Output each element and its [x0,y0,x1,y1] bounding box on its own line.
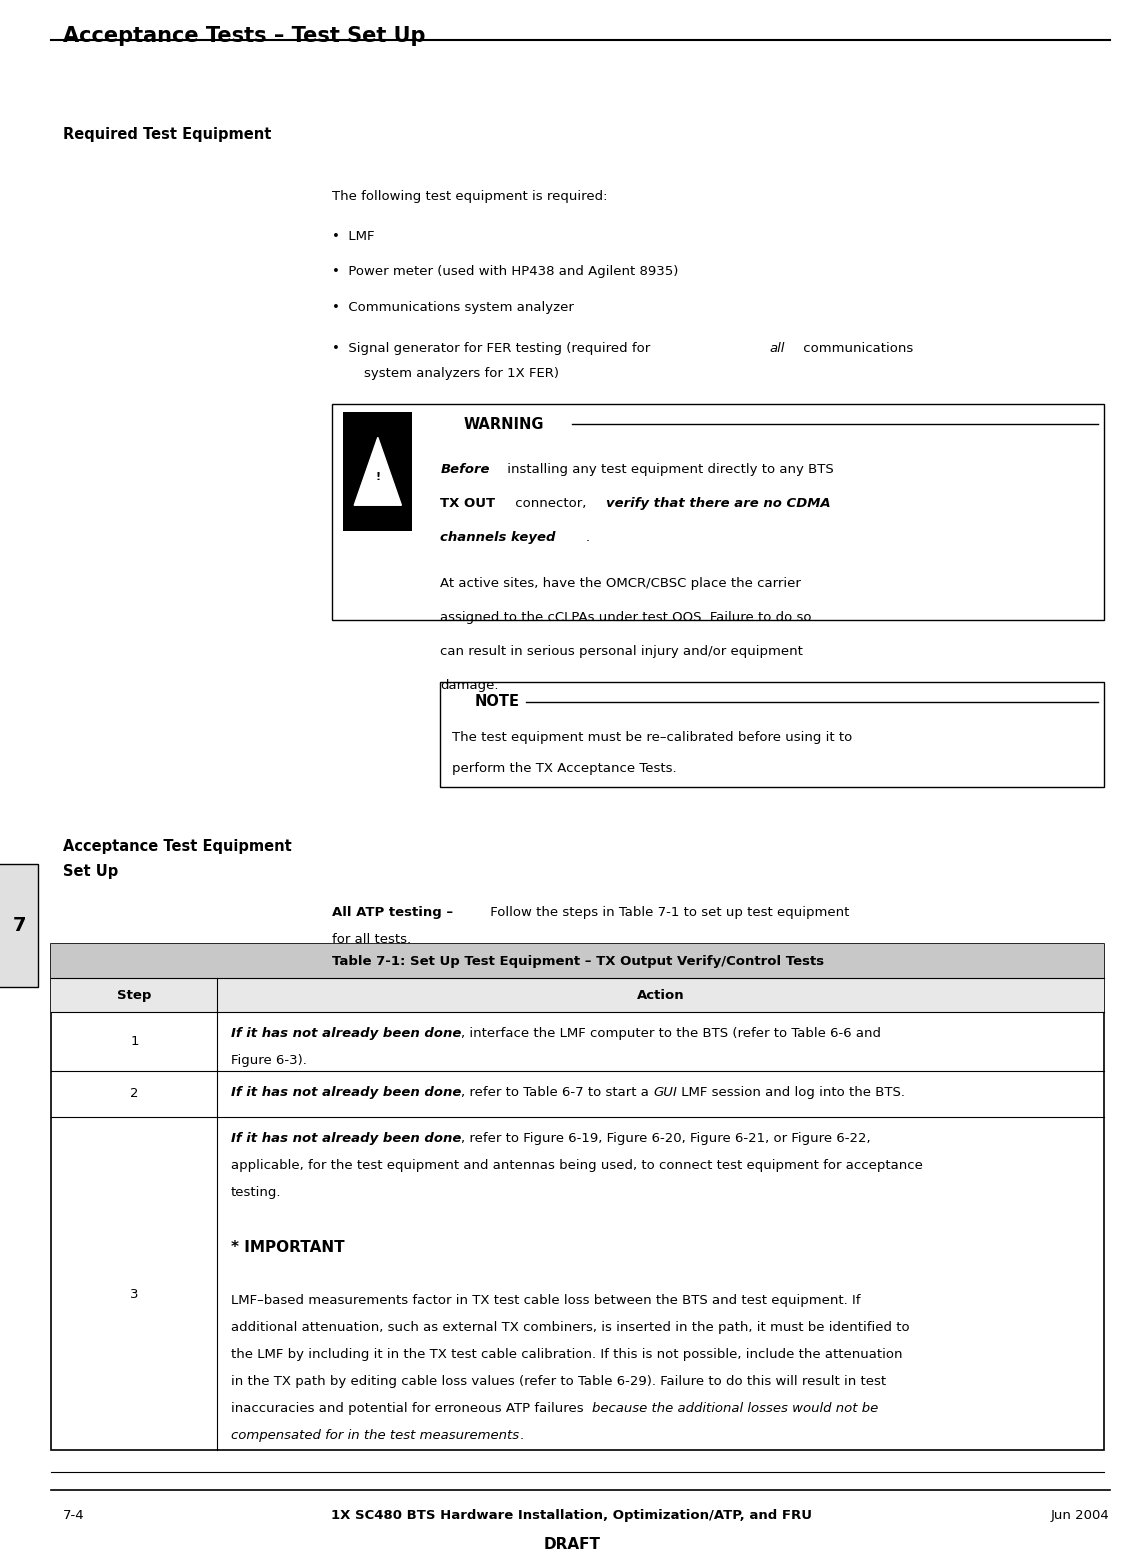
Text: * IMPORTANT: * IMPORTANT [231,1241,344,1255]
Text: Jun 2004: Jun 2004 [1051,1510,1110,1522]
FancyBboxPatch shape [51,944,1104,1451]
Text: damage.: damage. [440,679,499,691]
Text: , refer to Table 6-7 to start a: , refer to Table 6-7 to start a [461,1086,653,1100]
FancyBboxPatch shape [343,412,412,531]
Text: all: all [770,343,785,356]
Text: DRAFT: DRAFT [543,1536,601,1551]
Text: Required Test Equipment: Required Test Equipment [63,126,271,141]
Text: perform the TX Acceptance Tests.: perform the TX Acceptance Tests. [452,763,676,775]
Text: •  LMF: • LMF [332,230,374,242]
Text: TX OUT: TX OUT [440,497,495,509]
Text: 1: 1 [130,1034,138,1048]
Text: assigned to the cCLPAs under test OOS. Failure to do so: assigned to the cCLPAs under test OOS. F… [440,610,812,624]
Text: 7: 7 [13,916,26,935]
FancyBboxPatch shape [440,682,1104,787]
Text: can result in serious personal injury and/or equipment: can result in serious personal injury an… [440,644,803,658]
Text: •  Power meter (used with HP438 and Agilent 8935): • Power meter (used with HP438 and Agile… [332,266,678,278]
Text: Figure 6-3).: Figure 6-3). [231,1054,307,1067]
Text: installing any test equipment directly to any BTS: installing any test equipment directly t… [503,463,834,475]
Text: communications: communications [799,343,913,356]
Text: .: . [519,1429,523,1443]
Text: connector,: connector, [511,497,591,509]
Text: If it has not already been done: If it has not already been done [231,1132,461,1146]
Text: because the additional losses would not be: because the additional losses would not … [593,1402,879,1415]
Text: in the TX path by editing cable loss values (refer to Table 6-29). Failure to do: in the TX path by editing cable loss val… [231,1376,887,1388]
Text: 1X SC480 BTS Hardware Installation, Optimization/ATP, and FRU: 1X SC480 BTS Hardware Installation, Opti… [332,1510,812,1522]
Text: Set Up: Set Up [63,863,118,879]
Text: If it has not already been done: If it has not already been done [231,1086,461,1100]
Text: •  Signal generator for FER testing (required for: • Signal generator for FER testing (requ… [332,343,654,356]
Text: LMF–based measurements factor in TX test cable loss between the BTS and test equ: LMF–based measurements factor in TX test… [231,1294,860,1308]
Text: WARNING: WARNING [463,416,543,432]
Text: compensated for in the test measurements: compensated for in the test measurements [231,1429,519,1443]
Text: system analyzers for 1X FER): system analyzers for 1X FER) [364,367,558,380]
Text: testing.: testing. [231,1186,281,1199]
Text: the LMF by including it in the TX test cable calibration. If this is not possibl: the LMF by including it in the TX test c… [231,1348,903,1362]
FancyBboxPatch shape [332,404,1104,620]
Text: , interface the LMF computer to the BTS (refer to Table 6-6 and: , interface the LMF computer to the BTS … [461,1028,882,1041]
Text: 7-4: 7-4 [63,1510,85,1522]
Text: verify that there are no CDMA: verify that there are no CDMA [606,497,831,509]
Text: , refer to Figure 6-19, Figure 6-20, Figure 6-21, or Figure 6-22,: , refer to Figure 6-19, Figure 6-20, Fig… [461,1132,871,1146]
Text: channels keyed: channels keyed [440,531,556,544]
Text: The following test equipment is required:: The following test equipment is required… [332,189,607,203]
FancyBboxPatch shape [51,944,1104,978]
Text: NOTE: NOTE [475,694,519,710]
Text: At active sites, have the OMCR/CBSC place the carrier: At active sites, have the OMCR/CBSC plac… [440,578,801,590]
Text: Follow the steps in Table 7-1 to set up test equipment: Follow the steps in Table 7-1 to set up … [486,905,850,919]
Text: LMF session and log into the BTS.: LMF session and log into the BTS. [677,1086,905,1100]
Polygon shape [355,438,402,505]
Text: All ATP testing –: All ATP testing – [332,905,453,919]
Text: !: ! [375,472,380,481]
Text: Table 7-1: Set Up Test Equipment – TX Output Verify/Control Tests: Table 7-1: Set Up Test Equipment – TX Ou… [332,955,824,968]
Text: 3: 3 [130,1287,138,1301]
Text: for all tests.: for all tests. [332,933,411,946]
Text: The test equipment must be re–calibrated before using it to: The test equipment must be re–calibrated… [452,731,852,744]
Text: additional attenuation, such as external TX combiners, is inserted in the path, : additional attenuation, such as external… [231,1322,909,1334]
Text: Action: Action [637,989,684,1002]
Text: inaccuracies and potential for erroneous ATP failures: inaccuracies and potential for erroneous… [231,1402,593,1415]
Text: 2: 2 [130,1087,138,1101]
FancyBboxPatch shape [0,863,38,988]
Text: Acceptance Test Equipment: Acceptance Test Equipment [63,839,292,854]
Text: Acceptance Tests – Test Set Up: Acceptance Tests – Test Set Up [63,26,426,47]
Text: Step: Step [117,989,152,1002]
Text: Before: Before [440,463,490,475]
Text: If it has not already been done: If it has not already been done [231,1028,461,1041]
Text: applicable, for the test equipment and antennas being used, to connect test equi: applicable, for the test equipment and a… [231,1160,923,1173]
Text: •  Communications system analyzer: • Communications system analyzer [332,301,573,314]
FancyBboxPatch shape [51,978,1104,1013]
Text: .: . [586,531,590,544]
Text: GUI: GUI [653,1086,677,1100]
